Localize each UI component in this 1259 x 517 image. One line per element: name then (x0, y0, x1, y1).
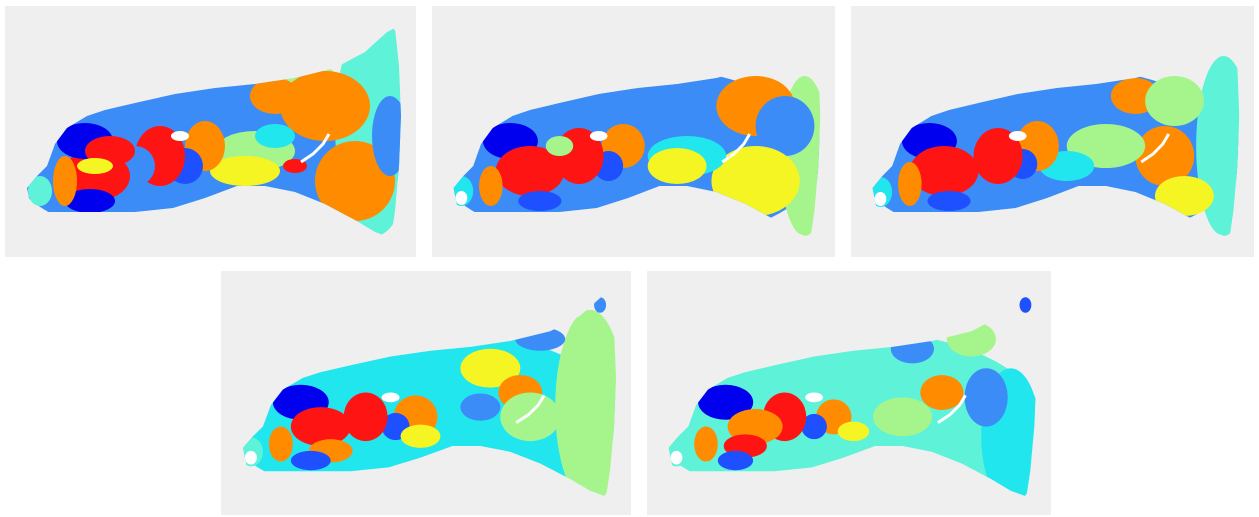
region-yellow (400, 424, 441, 448)
map-regions (27, 28, 401, 238)
region-orange (898, 162, 922, 206)
region-green_light (545, 136, 574, 156)
river (300, 133, 331, 164)
region-white (805, 392, 823, 403)
map-regions (242, 297, 617, 497)
region-white (171, 131, 189, 141)
map-panel-1 (5, 6, 416, 257)
region-map-4 (242, 297, 617, 497)
region-map-2 (453, 66, 821, 238)
region-yellow (647, 148, 707, 184)
region-blue_dark (65, 189, 115, 213)
region-blue (290, 450, 331, 471)
river (721, 133, 751, 164)
region-red (495, 146, 565, 196)
region-yellow (210, 156, 280, 186)
region-blue_mid (755, 96, 815, 156)
region-blue (717, 450, 754, 471)
map-regions (872, 56, 1240, 238)
region-blue (927, 191, 971, 211)
region-white (455, 191, 468, 205)
map-regions (453, 66, 821, 238)
region-blue_mid (890, 334, 935, 364)
region-white (244, 450, 257, 465)
river (515, 394, 546, 424)
region-orange (280, 71, 370, 141)
region-white (874, 192, 887, 206)
region-orange (250, 78, 300, 114)
region-aqua (28, 176, 52, 206)
region-red (283, 159, 307, 173)
region-cyan (255, 124, 295, 148)
region-red (290, 407, 351, 446)
map-regions (668, 297, 1037, 497)
region-white (670, 450, 683, 465)
region-green_light (946, 321, 996, 357)
region-yellow (77, 158, 113, 174)
map-panel-4 (221, 271, 631, 515)
region-blue_mid (594, 297, 607, 313)
region-blue_mid (964, 368, 1008, 427)
region-blue (518, 191, 562, 211)
region-green_light (500, 392, 561, 442)
region-map-1 (27, 28, 401, 238)
region-red (973, 128, 1023, 184)
river (1140, 133, 1170, 164)
region-blue_mid (372, 96, 401, 176)
region-yellow (837, 421, 870, 442)
region-map-3 (872, 56, 1240, 238)
region-orange (1135, 126, 1195, 186)
region-white (1008, 131, 1027, 141)
region-orange (479, 166, 503, 206)
region-map-5 (668, 297, 1037, 497)
map-panel-2 (432, 6, 835, 257)
region-red (343, 392, 388, 442)
region-orange (268, 426, 293, 462)
region-yellow (711, 146, 800, 216)
region-blue (801, 413, 827, 440)
region-yellow (1154, 176, 1214, 216)
map-panel-3 (851, 6, 1254, 257)
river (937, 394, 967, 424)
region-green_light (873, 397, 933, 437)
region-white (381, 392, 400, 403)
region-green_light (1145, 76, 1204, 126)
map-panel-5 (647, 271, 1051, 515)
region-orange (53, 156, 77, 206)
region-blue (1019, 297, 1032, 313)
region-orange (694, 426, 718, 462)
region-orange (315, 141, 395, 221)
region-blue_mid (515, 327, 566, 351)
region-blue_dark (698, 384, 754, 420)
region-blue_mid (460, 393, 501, 421)
region-yellow (460, 348, 521, 388)
region-red (909, 146, 979, 196)
region-green_light (555, 309, 617, 497)
region-orange (920, 375, 964, 411)
region-white (589, 131, 608, 141)
